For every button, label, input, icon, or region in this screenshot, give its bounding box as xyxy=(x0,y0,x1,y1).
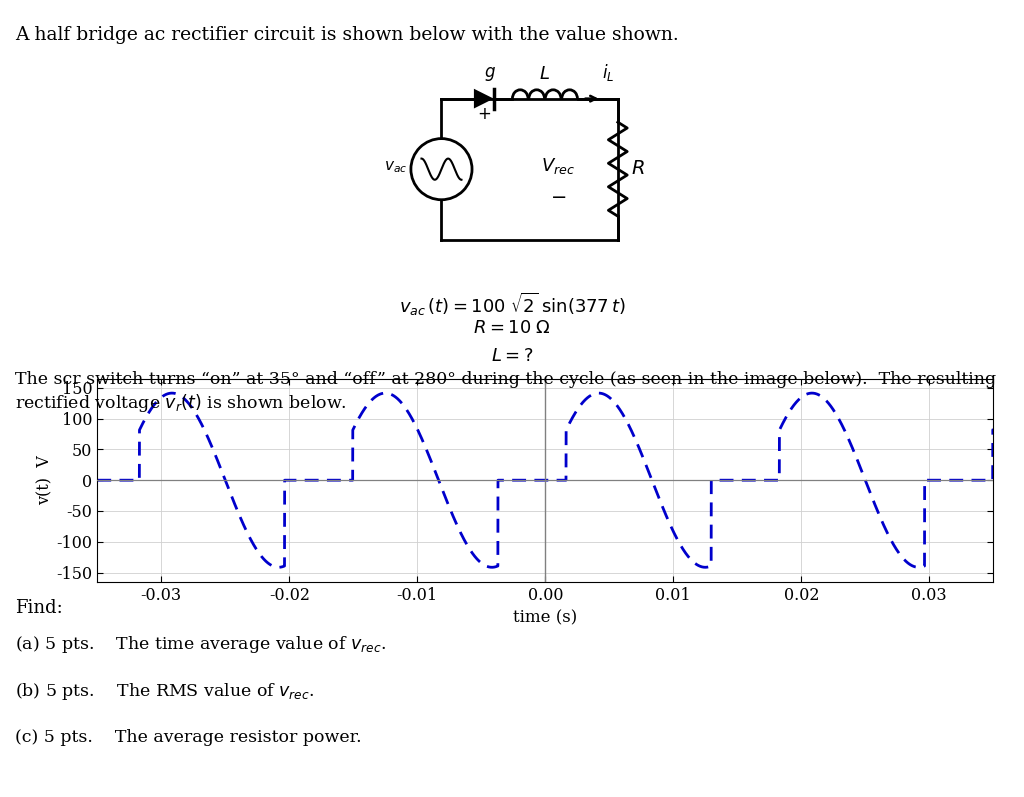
Text: $i_L$: $i_L$ xyxy=(602,62,614,84)
Text: A half bridge ac rectifier circuit is shown below with the value shown.: A half bridge ac rectifier circuit is sh… xyxy=(15,26,679,44)
Text: $L = ?$: $L = ?$ xyxy=(490,347,534,365)
Text: $v_{ac}\,(t) = 100\;\sqrt{2}\;\sin(377\,t)$: $v_{ac}\,(t) = 100\;\sqrt{2}\;\sin(377\,… xyxy=(398,291,626,318)
Text: $L$: $L$ xyxy=(540,65,550,84)
Text: (b) 5 pts.    The RMS value of $v_{rec}$.: (b) 5 pts. The RMS value of $v_{rec}$. xyxy=(15,681,314,702)
Text: $V_{rec}$: $V_{rec}$ xyxy=(541,155,574,175)
Text: (a) 5 pts.    The time average value of $v_{rec}$.: (a) 5 pts. The time average value of $v_… xyxy=(15,634,386,654)
Text: The scr switch turns “on” at 35° and “off” at 280° during the cycle (as seen in : The scr switch turns “on” at 35° and “of… xyxy=(15,371,996,414)
Text: $v_{ac}$: $v_{ac}$ xyxy=(384,159,408,175)
Text: Find:: Find: xyxy=(15,599,63,618)
Text: $g$: $g$ xyxy=(483,65,496,84)
Text: (c) 5 pts.    The average resistor power.: (c) 5 pts. The average resistor power. xyxy=(15,729,362,746)
Text: $R$: $R$ xyxy=(631,160,644,179)
X-axis label: time (s): time (s) xyxy=(513,609,578,626)
Text: $R = 10\;\Omega$: $R = 10\;\Omega$ xyxy=(473,319,551,337)
Text: $+$: $+$ xyxy=(477,105,492,123)
Polygon shape xyxy=(474,88,494,108)
Text: $-$: $-$ xyxy=(550,186,566,205)
Y-axis label: v(t)  V: v(t) V xyxy=(37,455,53,505)
